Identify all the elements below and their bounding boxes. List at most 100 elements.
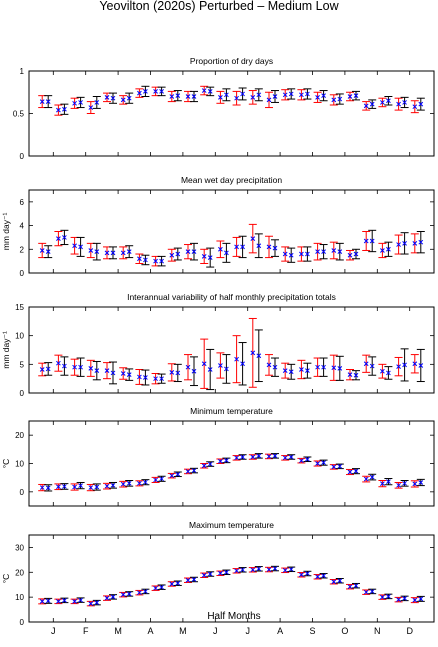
mean-marker [104, 250, 110, 256]
error-bar [303, 456, 312, 463]
mean-marker [331, 365, 337, 371]
error-bar [44, 362, 53, 376]
error-bar [151, 255, 160, 267]
mean-marker [191, 577, 197, 582]
error-bar [184, 354, 192, 381]
error-bar [313, 460, 322, 467]
error-bar [44, 484, 53, 492]
error-bar [238, 567, 247, 573]
error-bar [281, 455, 290, 461]
mean-marker [337, 96, 343, 102]
mean-marker [353, 468, 359, 474]
mean-marker [363, 361, 369, 367]
error-bar [173, 471, 182, 478]
mean-marker [62, 363, 67, 369]
mean-marker [288, 369, 294, 375]
mean-marker [56, 236, 61, 241]
mean-marker [45, 366, 51, 372]
error-bar [190, 576, 198, 583]
mean-marker [353, 251, 359, 257]
y-tick-label: 0 [20, 488, 25, 497]
error-bar [416, 595, 425, 602]
error-bar [60, 356, 69, 376]
error-bar [92, 242, 101, 261]
error-bar [313, 242, 322, 261]
mean-marker [78, 100, 83, 105]
mean-marker [353, 583, 359, 589]
mean-marker [412, 597, 418, 603]
error-bar [287, 566, 296, 573]
error-bar [200, 463, 209, 469]
error-bar [190, 242, 198, 261]
mean-marker [104, 94, 110, 100]
error-bar [297, 457, 306, 464]
error-bar [119, 246, 128, 260]
error-bar [248, 90, 257, 105]
error-bar [410, 100, 419, 114]
error-bar [190, 90, 198, 103]
mean-marker [175, 93, 181, 99]
error-bar [157, 255, 166, 267]
error-bar [206, 348, 215, 391]
mean-marker [321, 249, 326, 255]
mean-marker [218, 458, 223, 464]
y-tick-label: 10 [15, 460, 24, 469]
mean-marker [185, 94, 191, 99]
error-bar [103, 246, 111, 260]
mean-marker [120, 97, 126, 103]
error-bar [200, 572, 209, 579]
error-bar [216, 352, 225, 379]
error-bar [232, 455, 241, 461]
y-tick-label: 0 [20, 269, 25, 278]
mean-marker [143, 89, 148, 94]
plot-frame [28, 534, 435, 623]
mean-marker [305, 251, 310, 257]
mean-marker [78, 483, 83, 488]
error-bar [38, 95, 47, 109]
error-bar [135, 480, 144, 487]
error-bar [157, 475, 166, 482]
series-black [44, 453, 425, 492]
error-bar [184, 90, 192, 103]
error-bar [86, 483, 95, 492]
mean-marker [363, 238, 369, 244]
mean-marker [191, 468, 197, 473]
error-bar [190, 467, 198, 474]
error-bar [248, 223, 257, 254]
mean-marker [88, 365, 94, 371]
mean-marker [56, 484, 61, 490]
panel-3: Interannual variability of half monthly … [1, 292, 435, 398]
series-black [44, 565, 425, 606]
error-bar [103, 92, 111, 103]
mean-marker [62, 235, 67, 240]
error-bar [335, 578, 344, 584]
mean-marker [337, 578, 343, 584]
mean-marker [402, 362, 407, 368]
series-red [38, 566, 419, 607]
mean-marker [250, 236, 256, 241]
mean-marker [137, 374, 142, 380]
mean-marker [288, 454, 294, 460]
mean-marker [201, 572, 207, 578]
error-bar [60, 597, 69, 604]
error-bar [151, 373, 160, 385]
error-bar [222, 457, 231, 464]
month-label: S [309, 626, 315, 636]
figure-title: Yeovilton (2020s) Perturbed – Medium Low [99, 0, 339, 13]
error-bar [141, 85, 150, 97]
error-bar [346, 468, 354, 476]
mean-marker [240, 454, 245, 460]
error-bar [368, 356, 377, 376]
mean-marker [369, 474, 375, 480]
error-bar [265, 235, 273, 259]
mean-marker [315, 94, 320, 100]
error-bar [206, 571, 215, 577]
error-bar [184, 244, 192, 260]
error-bar [86, 101, 95, 114]
error-bar [352, 90, 360, 101]
mean-marker [386, 246, 391, 252]
mean-marker [380, 481, 385, 486]
error-bar [265, 453, 273, 460]
mean-marker [337, 249, 343, 255]
mean-marker [120, 481, 126, 487]
